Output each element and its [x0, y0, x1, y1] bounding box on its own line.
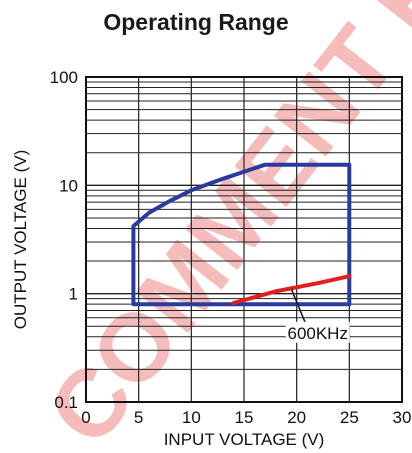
y-tick-label: 0.1: [54, 393, 78, 412]
y-tick-labels: 0.1 1 10 100: [50, 68, 78, 412]
y-tick-label: 1: [69, 285, 78, 304]
x-tick-label: 0: [81, 408, 90, 427]
y-axis-label: OUTPUT VOLTAGE (V): [11, 150, 30, 329]
y-tick-label: 10: [59, 176, 78, 195]
annotation-leader-line: [290, 288, 307, 325]
annotation-600khz: 600KHz: [287, 324, 347, 343]
annotation-background: [285, 321, 350, 343]
series-line-600khz: [231, 274, 352, 305]
x-tick-label: 10: [182, 408, 201, 427]
x-tick-label: 30: [393, 408, 412, 427]
x-tick-label: 15: [235, 408, 254, 427]
series-line-operating-boundary: [131, 162, 352, 307]
x-tick-label: 25: [340, 408, 359, 427]
x-tick-label: 5: [134, 408, 143, 427]
series-layer: [131, 162, 352, 307]
x-tick-labels: 0 5 10 15 20 25 30: [81, 408, 411, 427]
y-tick-label: 100: [50, 68, 78, 87]
plot-frame: [85, 76, 403, 403]
x-axis-label: INPUT VOLTAGE (V): [164, 430, 325, 449]
x-tick-label: 20: [287, 408, 306, 427]
chart-title: Operating Range: [103, 9, 288, 35]
